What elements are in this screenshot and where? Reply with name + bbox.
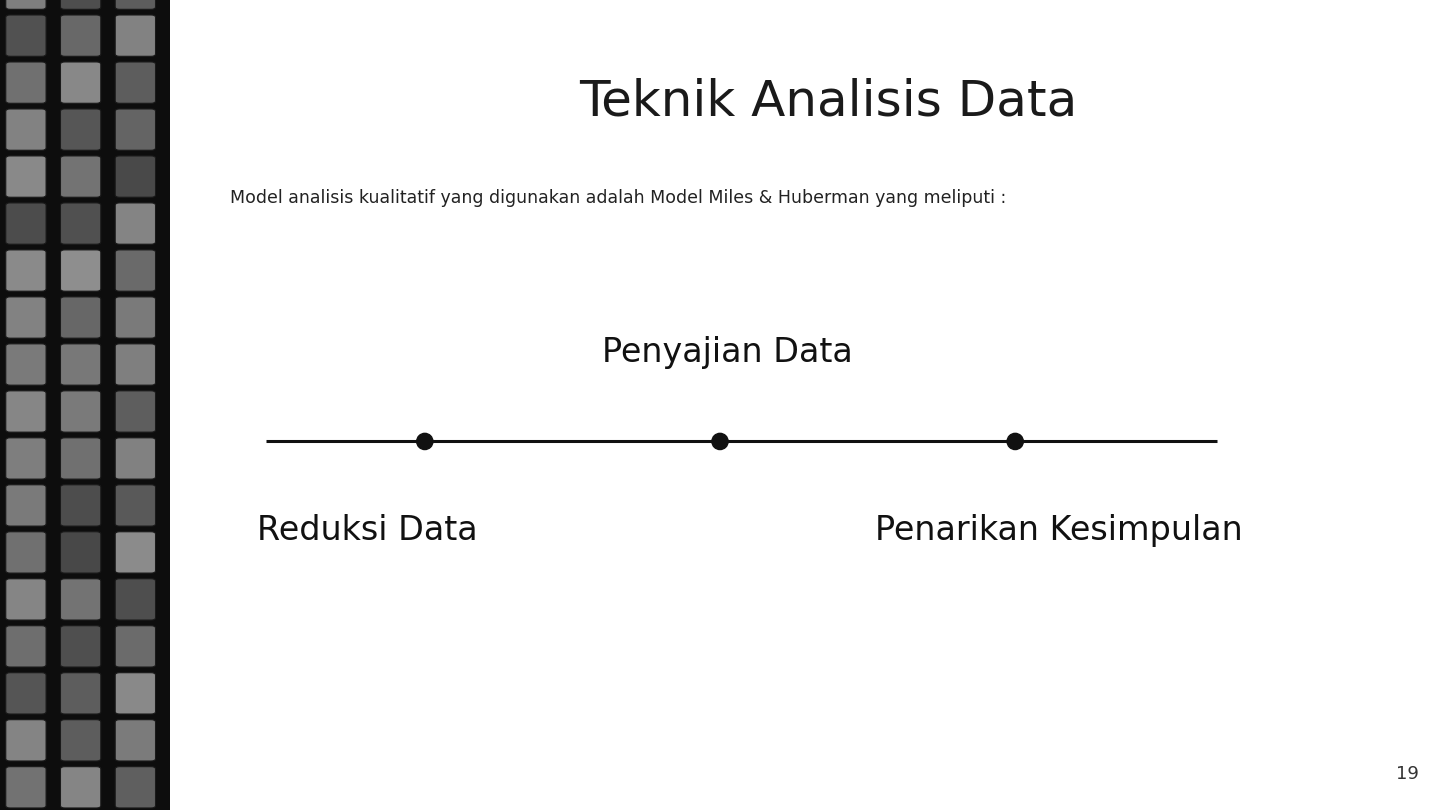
FancyBboxPatch shape (6, 296, 46, 338)
Text: Model analisis kualitatif yang digunakan adalah Model Miles & Huberman yang meli: Model analisis kualitatif yang digunakan… (230, 190, 1007, 207)
FancyBboxPatch shape (60, 343, 101, 385)
FancyBboxPatch shape (115, 15, 156, 57)
FancyBboxPatch shape (115, 156, 156, 197)
FancyBboxPatch shape (60, 437, 101, 479)
FancyBboxPatch shape (115, 437, 156, 479)
FancyBboxPatch shape (6, 202, 46, 244)
FancyBboxPatch shape (60, 625, 101, 667)
FancyBboxPatch shape (60, 672, 101, 714)
FancyBboxPatch shape (115, 249, 156, 291)
Bar (170, 0, 1440, 810)
FancyBboxPatch shape (115, 531, 156, 573)
FancyBboxPatch shape (60, 62, 101, 103)
FancyBboxPatch shape (115, 296, 156, 338)
FancyBboxPatch shape (115, 578, 156, 620)
FancyBboxPatch shape (6, 672, 46, 714)
FancyBboxPatch shape (60, 249, 101, 291)
FancyBboxPatch shape (60, 15, 101, 57)
FancyBboxPatch shape (115, 0, 156, 9)
FancyBboxPatch shape (6, 390, 46, 433)
FancyBboxPatch shape (60, 109, 101, 150)
Bar (0, 0, 170, 810)
Text: 19: 19 (1395, 765, 1418, 782)
FancyBboxPatch shape (60, 766, 101, 808)
FancyBboxPatch shape (115, 390, 156, 433)
FancyBboxPatch shape (60, 296, 101, 338)
FancyBboxPatch shape (6, 531, 46, 573)
Ellipse shape (1007, 433, 1024, 450)
FancyBboxPatch shape (60, 531, 101, 573)
FancyBboxPatch shape (6, 766, 46, 808)
FancyBboxPatch shape (115, 484, 156, 526)
FancyBboxPatch shape (60, 202, 101, 244)
FancyBboxPatch shape (115, 766, 156, 808)
Text: Reduksi Data: Reduksi Data (256, 514, 478, 547)
FancyBboxPatch shape (115, 720, 156, 761)
FancyBboxPatch shape (60, 390, 101, 433)
FancyBboxPatch shape (60, 578, 101, 620)
FancyBboxPatch shape (6, 0, 46, 9)
FancyBboxPatch shape (6, 156, 46, 197)
FancyBboxPatch shape (115, 109, 156, 150)
Text: Penarikan Kesimpulan: Penarikan Kesimpulan (874, 514, 1243, 547)
FancyBboxPatch shape (6, 249, 46, 291)
FancyBboxPatch shape (6, 484, 46, 526)
FancyBboxPatch shape (6, 109, 46, 150)
FancyBboxPatch shape (6, 343, 46, 385)
FancyBboxPatch shape (6, 437, 46, 479)
Ellipse shape (416, 433, 433, 450)
FancyBboxPatch shape (115, 62, 156, 103)
FancyBboxPatch shape (60, 484, 101, 526)
FancyBboxPatch shape (6, 15, 46, 57)
Text: Teknik Analisis Data: Teknik Analisis Data (579, 77, 1077, 126)
FancyBboxPatch shape (6, 578, 46, 620)
FancyBboxPatch shape (60, 720, 101, 761)
FancyBboxPatch shape (115, 202, 156, 244)
Text: Penyajian Data: Penyajian Data (602, 336, 852, 369)
FancyBboxPatch shape (115, 672, 156, 714)
FancyBboxPatch shape (115, 625, 156, 667)
FancyBboxPatch shape (60, 0, 101, 9)
FancyBboxPatch shape (6, 625, 46, 667)
FancyBboxPatch shape (60, 156, 101, 197)
FancyBboxPatch shape (115, 343, 156, 385)
FancyBboxPatch shape (6, 720, 46, 761)
Ellipse shape (711, 433, 729, 450)
FancyBboxPatch shape (6, 62, 46, 103)
